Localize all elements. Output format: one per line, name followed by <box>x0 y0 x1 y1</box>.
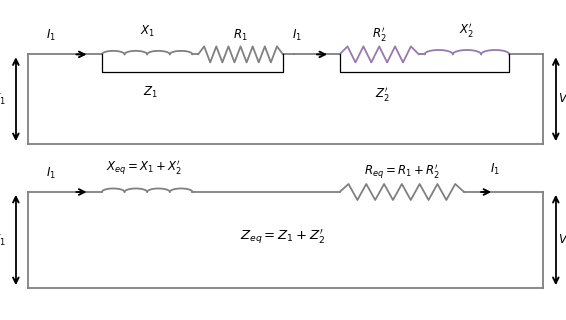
Text: $R_{eq} = R_1 + R_2'$: $R_{eq} = R_1 + R_2'$ <box>364 162 440 181</box>
Text: $V_1$: $V_1$ <box>0 92 6 107</box>
Text: $Z_2'$: $Z_2'$ <box>375 85 389 103</box>
Text: $V_2'$: $V_2'$ <box>558 90 566 108</box>
Text: $R_2'$: $R_2'$ <box>372 25 387 43</box>
Text: $Z_{eq} = Z_1 + Z_2'$: $Z_{eq} = Z_1 + Z_2'$ <box>241 228 325 246</box>
Text: $X_{eq} = X_1 + X_2'$: $X_{eq} = X_1 + X_2'$ <box>106 158 182 177</box>
Text: $I_1$: $I_1$ <box>292 28 302 43</box>
Text: $I_1$: $I_1$ <box>46 28 56 43</box>
Text: $I_1$: $I_1$ <box>46 166 56 181</box>
Text: $I_1$: $I_1$ <box>490 162 500 177</box>
Text: $V_1$: $V_1$ <box>0 232 6 248</box>
Text: $X_2'$: $X_2'$ <box>460 21 474 39</box>
Text: $V_2'$: $V_2'$ <box>558 231 566 249</box>
Text: $R_1$: $R_1$ <box>233 28 248 43</box>
Text: $Z_1$: $Z_1$ <box>143 85 157 100</box>
Text: $X_1$: $X_1$ <box>140 24 155 39</box>
